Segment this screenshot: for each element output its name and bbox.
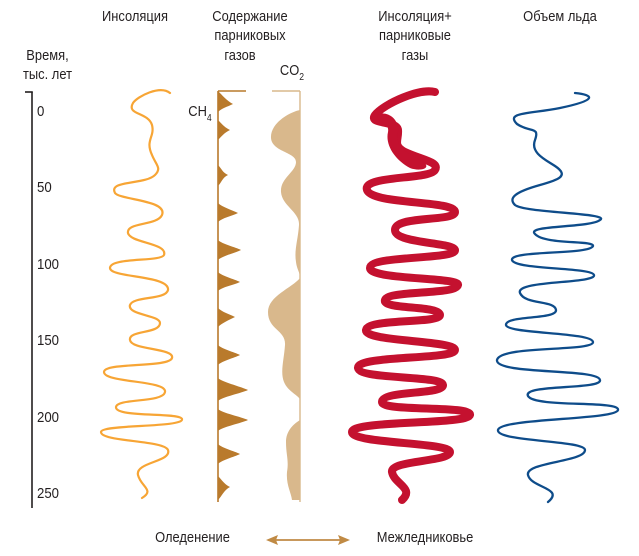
tick-100: 100 bbox=[37, 256, 60, 273]
tick-0: 0 bbox=[37, 103, 45, 120]
ch4-peak bbox=[218, 378, 248, 401]
axis-title-line2: тыс. лет bbox=[23, 66, 72, 83]
label-ch4: CH4 bbox=[183, 103, 217, 124]
co2-text: CO bbox=[279, 62, 300, 79]
ch4-peak bbox=[218, 308, 235, 327]
ch4-peak bbox=[218, 272, 240, 291]
co2-area bbox=[268, 110, 300, 500]
header-insolation: Инсоляция bbox=[102, 8, 168, 25]
axis-title-line1: Время, bbox=[26, 47, 69, 64]
tick-150: 150 bbox=[37, 332, 60, 349]
header-ice-volume: Объем льда bbox=[523, 8, 597, 25]
header-greenhouse-line1: Содержание bbox=[212, 8, 288, 25]
ch4-subscript: 4 bbox=[206, 113, 212, 124]
label-interglacial: Межледниковье bbox=[376, 529, 474, 546]
header-insolation-plus-line3: газы bbox=[401, 47, 429, 64]
ch4-peak bbox=[218, 203, 238, 222]
insolation-curve bbox=[99, 89, 184, 500]
header-insolation-plus-line2: парниковые bbox=[379, 27, 451, 44]
header-insolation-plus-line1: Инсоляция+ bbox=[378, 8, 452, 25]
ch4-peak bbox=[218, 476, 230, 500]
header-greenhouse-line3: газов bbox=[224, 47, 256, 64]
insolation-plus-gases-band bbox=[348, 87, 475, 504]
ch4-peak bbox=[218, 91, 233, 112]
ch4-peak bbox=[218, 165, 228, 186]
ch4-peak bbox=[218, 120, 230, 140]
ch4-peak bbox=[218, 444, 240, 464]
ch4-column bbox=[217, 90, 248, 502]
tick-250: 250 bbox=[37, 485, 60, 502]
co2-subscript: 2 bbox=[299, 72, 305, 83]
co2-column bbox=[268, 90, 301, 502]
ch4-peak bbox=[218, 345, 240, 365]
tick-50: 50 bbox=[37, 179, 52, 196]
double-arrow-icon bbox=[266, 535, 350, 545]
label-co2: CO2 bbox=[275, 62, 309, 83]
header-greenhouse-line2: парниковых bbox=[214, 27, 286, 44]
ice-volume-curve bbox=[495, 91, 620, 504]
label-glaciation: Оледенение bbox=[155, 529, 230, 546]
ch4-peak bbox=[218, 409, 248, 431]
tick-200: 200 bbox=[37, 409, 60, 426]
time-axis bbox=[25, 91, 33, 508]
ch4-peak bbox=[218, 240, 241, 260]
ch4-text: CH bbox=[188, 103, 207, 120]
